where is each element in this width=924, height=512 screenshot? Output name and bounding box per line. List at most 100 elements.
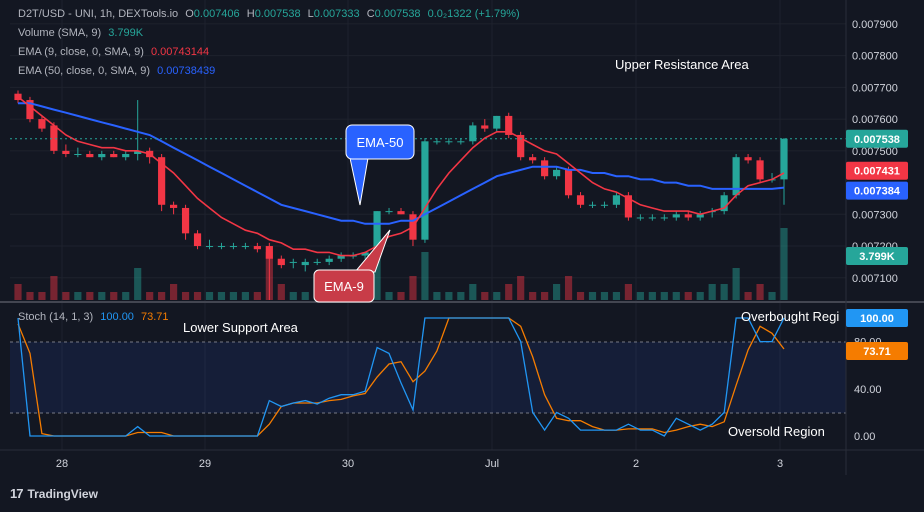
candle-body	[134, 150, 142, 154]
candle-body	[193, 233, 202, 247]
price-tags: 0.007538 0.007431 0.007384 3.799K 100.00 73.7…	[846, 129, 908, 361]
candle-body	[50, 125, 58, 151]
volume-bar	[708, 284, 716, 300]
volume-bar	[505, 284, 513, 300]
close-label: C	[366, 8, 375, 20]
ema9-line	[17, 96, 785, 257]
price-tag-label: 100.00	[860, 313, 894, 325]
candle-body	[337, 255, 345, 259]
volume-bar	[38, 292, 46, 300]
candle-body	[684, 214, 692, 218]
candle-body	[660, 217, 668, 219]
candle-body	[588, 204, 597, 206]
volume-bar	[50, 276, 58, 300]
volume-bar	[553, 284, 561, 300]
symbol-name: D2T/USD - UNI, 1h, DEXTools.io	[18, 8, 179, 20]
stoch-label: Stoch (14, 1, 3)	[18, 311, 94, 323]
price-tag-label: 73.71	[863, 346, 891, 358]
ema50-callout: EMA-50	[345, 124, 415, 206]
volume-bar	[373, 236, 381, 300]
price-axis[interactable]: 0.007900 0.007800 0.007700 0.007600 0.007500…	[852, 19, 898, 285]
stoch-tick-label: 40.00	[854, 384, 882, 396]
volume-bar	[181, 292, 190, 300]
price-tag-label: 0.007384	[854, 186, 901, 198]
candle-body	[301, 261, 309, 266]
volume-bar	[146, 292, 154, 300]
tradingview-brand: TradingView	[27, 486, 98, 501]
stoch-legend[interactable]: Stoch (14, 1, 3) 100.00 73.71	[18, 311, 173, 323]
ema50-line	[18, 102, 785, 225]
open-value: 0.007406	[193, 8, 240, 20]
candle-body	[14, 93, 22, 101]
candle-body	[564, 169, 573, 196]
price-tag-label: 0.007538	[854, 134, 900, 146]
volume-bar	[14, 284, 22, 300]
time-tick-label: 3	[777, 458, 783, 470]
time-axis[interactable]: 28 29 30 Jul 2 3	[56, 458, 783, 470]
volume-bar	[193, 292, 202, 300]
volume-bar	[744, 292, 752, 300]
price-tick-label: 0.007300	[852, 209, 898, 221]
volume-bar	[732, 268, 740, 300]
price-tag-box	[846, 129, 908, 148]
upper-resistance-label: Upper Resistance Area	[615, 57, 749, 72]
ema9-value: 0.00743144	[151, 46, 210, 58]
candle-body	[361, 252, 369, 256]
candle-body	[612, 195, 621, 205]
close-value: 0.007538	[374, 8, 421, 20]
candle-body	[205, 246, 214, 248]
candle-body	[325, 258, 333, 262]
candle-body	[170, 204, 178, 208]
volume-bar	[301, 292, 309, 300]
candle-body	[158, 157, 166, 205]
candle-body	[26, 100, 34, 120]
candle-body	[229, 246, 238, 248]
price-tick-label: 0.007800	[852, 51, 898, 63]
volume-bar	[612, 292, 621, 300]
low-label: L	[307, 8, 314, 20]
volume-bar	[122, 292, 130, 300]
candle-body	[780, 138, 788, 180]
candle-body	[217, 246, 226, 248]
candle-body	[541, 160, 549, 177]
volume-bar	[158, 292, 166, 300]
candle-body	[481, 125, 489, 129]
volume-bar	[684, 292, 692, 300]
candle-body	[110, 154, 118, 158]
oversold-label: Oversold Region	[728, 424, 825, 439]
stoch-k-value: 100.00	[100, 311, 134, 323]
candle-body	[457, 141, 465, 143]
volume-bar	[564, 276, 573, 300]
price-tag-box	[846, 161, 908, 180]
tradingview-logo[interactable]: 17 TradingView	[10, 486, 98, 501]
candle-body	[517, 134, 525, 158]
volume-bar	[98, 292, 106, 300]
volume-legend[interactable]: Volume (SMA, 9) 3.799K	[18, 27, 147, 39]
ema9-legend[interactable]: EMA (9, close, 0, SMA, 9) 0.00743144	[18, 46, 213, 58]
ema50-legend[interactable]: EMA (50, close, 0, SMA, 9) 0.00738439	[18, 65, 219, 77]
symbol-legend[interactable]: D2T/USD - UNI, 1h, DEXTools.io O0.007406…	[18, 8, 524, 20]
candle-body	[696, 214, 704, 218]
volume-bar	[62, 292, 70, 300]
volume-bar	[74, 292, 82, 300]
volume-bar	[385, 292, 393, 300]
tradingview-logo-icon: 17	[10, 486, 24, 501]
volume-bar	[86, 292, 94, 300]
stoch-band	[10, 342, 846, 413]
candle-body	[421, 141, 429, 240]
candle-body	[720, 195, 728, 212]
volume-bar	[756, 284, 764, 300]
candle-body	[576, 195, 585, 205]
volume-bar	[469, 284, 477, 300]
ema9-label: EMA (9, close, 0, SMA, 9)	[18, 46, 144, 58]
price-tick-label: 0.007500	[852, 146, 898, 158]
candle-body	[38, 119, 46, 129]
volume-bar	[696, 292, 704, 300]
price-tag-label: 3.799K	[859, 251, 895, 263]
price-tag-box	[846, 247, 908, 265]
stoch-d-value: 73.71	[141, 311, 169, 323]
candle-body	[86, 154, 94, 158]
volume-bar	[493, 292, 501, 300]
ema9-callout-label: EMA-9	[324, 279, 364, 294]
